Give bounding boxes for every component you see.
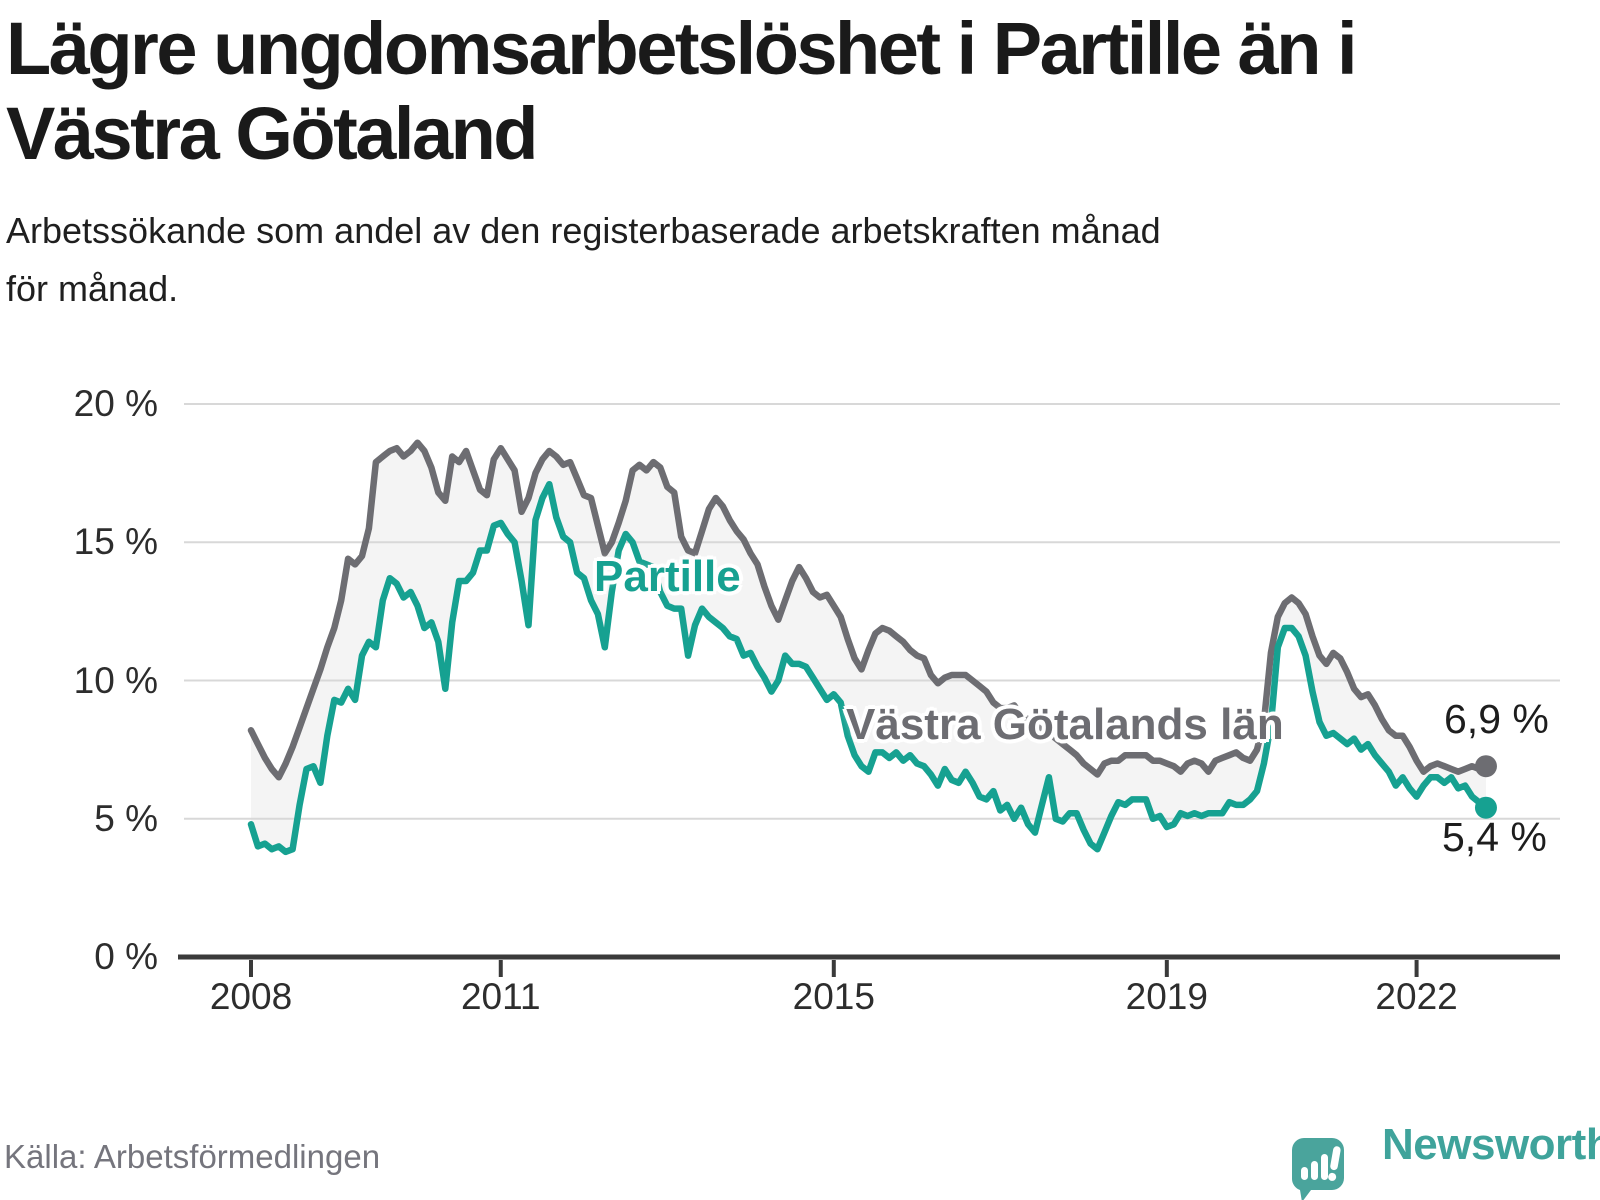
y-axis-label-20: 20 % bbox=[73, 383, 158, 424]
newsworthy-logo-text: Newsworthy bbox=[1382, 1120, 1600, 1169]
x-axis-label-2022: 2022 bbox=[1375, 976, 1458, 1017]
series-label-partille: Partille bbox=[594, 552, 741, 601]
series-line-partille bbox=[247, 480, 1490, 856]
end-dot-region bbox=[1474, 755, 1497, 778]
x-axis-label-2019: 2019 bbox=[1125, 976, 1208, 1017]
chart-subtitle: Arbetssökande som andel av den registerb… bbox=[6, 202, 1161, 317]
y-axis-label-0: 0 % bbox=[94, 936, 158, 977]
end-value-label-region: 6,9 % bbox=[1444, 696, 1549, 742]
subtitle-line-1: Arbetssökande som andel av den registerb… bbox=[6, 210, 1161, 251]
x-axis-label-2015: 2015 bbox=[792, 976, 875, 1017]
title-line-2: Västra Götaland bbox=[6, 92, 539, 176]
subtitle-line-2: för månad. bbox=[6, 267, 179, 309]
x-axis-label-2011: 2011 bbox=[460, 976, 541, 1017]
source-note: Källa: Arbetsförmedlingen bbox=[4, 1138, 381, 1175]
series-label-vastra-gotalands-lan: Västra Götalands län bbox=[846, 700, 1284, 749]
end-value-label-partille: 5,4 % bbox=[1442, 814, 1547, 860]
y-axis-label-15: 15 % bbox=[73, 521, 158, 563]
y-axis-label-5: 5 % bbox=[94, 797, 158, 839]
y-axis-label-10: 10 % bbox=[73, 659, 158, 701]
page-title: Lägre ungdomsarbetslöshet i Partille än … bbox=[6, 6, 1358, 176]
newsworthy-logo: Newsworthy bbox=[1290, 1116, 1600, 1200]
x-axis-label-2008: 2008 bbox=[209, 976, 293, 1017]
title-line-1: Lägre ungdomsarbetslöshet i Partille än … bbox=[6, 7, 1358, 90]
between-series-band bbox=[251, 442, 1486, 852]
newsworthy-bubble-chart-icon bbox=[1292, 1138, 1344, 1200]
